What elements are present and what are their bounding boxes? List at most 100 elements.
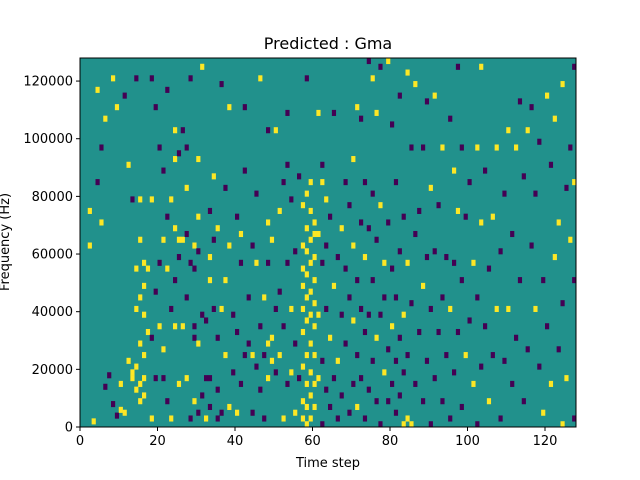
heatmap-cell: [215, 415, 220, 422]
heatmap-cell: [324, 305, 329, 312]
heatmap-cell: [269, 334, 275, 341]
heatmap-cell: [397, 392, 402, 399]
heatmap-cell: [169, 305, 174, 312]
heatmap-cell: [533, 190, 538, 197]
heatmap-cell: [335, 357, 340, 364]
heatmap-cell: [421, 282, 426, 289]
heatmap-cell: [95, 179, 100, 186]
heatmap-cell: [145, 328, 151, 336]
heatmap-cell: [517, 98, 523, 105]
heatmap-cell: [196, 340, 201, 347]
heatmap-cell: [300, 398, 306, 405]
x-tick-label: 100: [455, 434, 480, 449]
heatmap-cell: [463, 213, 468, 220]
heatmap-cell: [331, 282, 337, 289]
heatmap-cell: [362, 179, 368, 186]
heatmap-cell: [382, 259, 387, 266]
heatmap-cell: [277, 288, 282, 295]
heatmap-cell: [142, 311, 147, 318]
heatmap-cell: [308, 207, 313, 214]
heatmap-cell: [308, 311, 313, 318]
heatmap-cell: [118, 380, 123, 387]
heatmap-cell: [421, 144, 426, 151]
heatmap-cell: [165, 213, 170, 220]
heatmap-cell: [556, 219, 561, 226]
heatmap-cell: [138, 294, 143, 301]
heatmap-cell: [370, 357, 375, 364]
heatmap-cell: [138, 380, 143, 387]
heatmap-cell: [215, 334, 220, 341]
heatmap-cell: [552, 254, 557, 261]
heatmap-cell: [173, 323, 178, 330]
heatmap-cell: [366, 386, 371, 393]
heatmap-cell: [231, 369, 236, 376]
heatmap-cell: [436, 202, 441, 209]
heatmap-cell: [572, 277, 577, 284]
heatmap-cell: [362, 328, 368, 336]
heatmap-cell: [293, 248, 298, 255]
heatmap-cell: [459, 144, 464, 151]
heatmap-cell: [560, 300, 565, 307]
heatmap-cell: [413, 81, 418, 88]
heatmap-cell: [211, 173, 216, 180]
heatmap-cell: [444, 254, 449, 261]
heatmap-cell: [339, 311, 344, 318]
heatmap-cell: [308, 288, 313, 295]
heatmap-cell: [304, 352, 309, 359]
heatmap-cell: [370, 75, 375, 82]
y-tick-label: 0: [65, 421, 73, 436]
heatmap-cell: [215, 386, 220, 393]
heatmap-cell: [475, 294, 480, 301]
heatmap-cell: [157, 259, 162, 266]
heatmap-cell: [568, 144, 573, 151]
heatmap-cell: [459, 403, 464, 411]
heatmap-cell: [122, 409, 127, 416]
heatmap-cell: [254, 190, 259, 197]
heatmap-cell: [351, 242, 356, 249]
heatmap-cell: [130, 196, 135, 203]
heatmap-cell: [308, 369, 313, 376]
heatmap-cell: [165, 398, 170, 405]
heatmap-cell: [149, 415, 154, 422]
heatmap-cell: [308, 179, 313, 186]
heatmap-cell: [211, 305, 216, 312]
heatmap-cell: [529, 242, 534, 249]
heatmap-cell: [99, 144, 104, 151]
heatmap-cell: [390, 380, 395, 387]
heatmap-cell: [548, 380, 554, 387]
heatmap-cell: [111, 75, 116, 82]
heatmap-cell: [359, 115, 364, 122]
heatmap-cell: [308, 340, 313, 347]
heatmap-cell: [545, 323, 550, 330]
heatmap-cell: [525, 346, 530, 353]
heatmap-cell: [300, 363, 306, 370]
heatmap-cell: [374, 334, 379, 341]
heatmap-cell: [153, 288, 158, 295]
heatmap-cell: [281, 179, 286, 186]
heatmap-cell: [506, 127, 511, 134]
heatmap-cell: [312, 323, 317, 330]
heatmap-cell: [455, 63, 461, 70]
heatmap-cell: [324, 386, 329, 393]
heatmap-cell: [134, 265, 139, 272]
heatmap-cell: [308, 259, 313, 266]
heatmap-cell: [242, 167, 247, 174]
x-tick-label: 60: [304, 434, 321, 449]
heatmap-cell: [436, 328, 441, 336]
heatmap-cell: [300, 282, 306, 289]
heatmap-cell: [219, 305, 224, 312]
heatmap-cell: [374, 109, 379, 116]
heatmap-cell: [517, 277, 523, 284]
heatmap-cell: [188, 75, 193, 82]
heatmap-cell: [455, 328, 461, 336]
heatmap-cell: [184, 230, 189, 238]
heatmap-cell: [397, 248, 402, 255]
heatmap-cell: [366, 225, 371, 232]
heatmap-cell: [335, 415, 340, 422]
heatmap-cell: [393, 409, 399, 416]
heatmap-cell: [572, 63, 577, 70]
heatmap-cell: [312, 230, 317, 238]
heatmap-cell: [87, 207, 92, 214]
heatmap-cell: [304, 225, 309, 232]
heatmap-cell: [277, 207, 282, 214]
